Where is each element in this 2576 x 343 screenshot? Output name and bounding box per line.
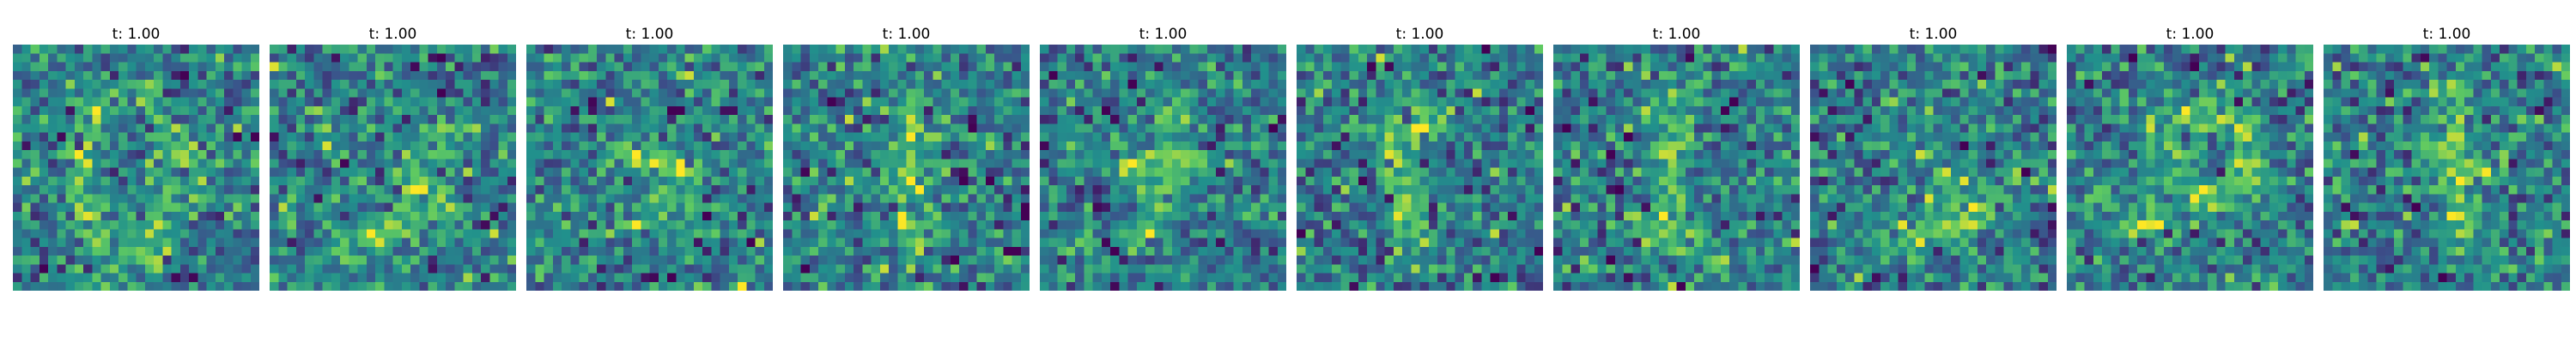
panel-7: t: 1.00 xyxy=(1553,24,1800,291)
panel-title: t: 1.00 xyxy=(112,26,161,43)
panel-title: t: 1.00 xyxy=(1395,26,1444,43)
panel-4: t: 1.00 xyxy=(783,24,1030,291)
panel-title: t: 1.00 xyxy=(368,26,417,43)
panel-title: t: 1.00 xyxy=(1652,26,1701,43)
panel-10: t: 1.00 xyxy=(2324,24,2570,291)
panel-2: t: 1.00 xyxy=(270,24,516,291)
heatmap-panel-1 xyxy=(13,45,259,291)
heatmap-panel-3 xyxy=(526,45,773,291)
panel-title: t: 1.00 xyxy=(2422,26,2471,43)
panel-3: t: 1.00 xyxy=(526,24,773,291)
panel-title: t: 1.00 xyxy=(1909,26,1958,43)
panel-6: t: 1.00 xyxy=(1297,24,1543,291)
heatmap-panel-5 xyxy=(1040,45,1286,291)
heatmap-panel-10 xyxy=(2324,45,2570,291)
heatmap-panel-6 xyxy=(1297,45,1543,291)
panel-5: t: 1.00 xyxy=(1040,24,1286,291)
panel-title: t: 1.00 xyxy=(882,26,931,43)
panel-title: t: 1.00 xyxy=(1139,26,1188,43)
heatmap-panel-7 xyxy=(1553,45,1800,291)
panel-8: t: 1.00 xyxy=(1810,24,2057,291)
heatmap-panel-9 xyxy=(2067,45,2313,291)
heatmap-panel-8 xyxy=(1810,45,2057,291)
panel-1: t: 1.00 xyxy=(13,24,259,291)
heatmap-panel-2 xyxy=(270,45,516,291)
panel-title: t: 1.00 xyxy=(625,26,674,43)
panel-title: t: 1.00 xyxy=(2166,26,2215,43)
heatmap-panel-4 xyxy=(783,45,1030,291)
panel-9: t: 1.00 xyxy=(2067,24,2313,291)
